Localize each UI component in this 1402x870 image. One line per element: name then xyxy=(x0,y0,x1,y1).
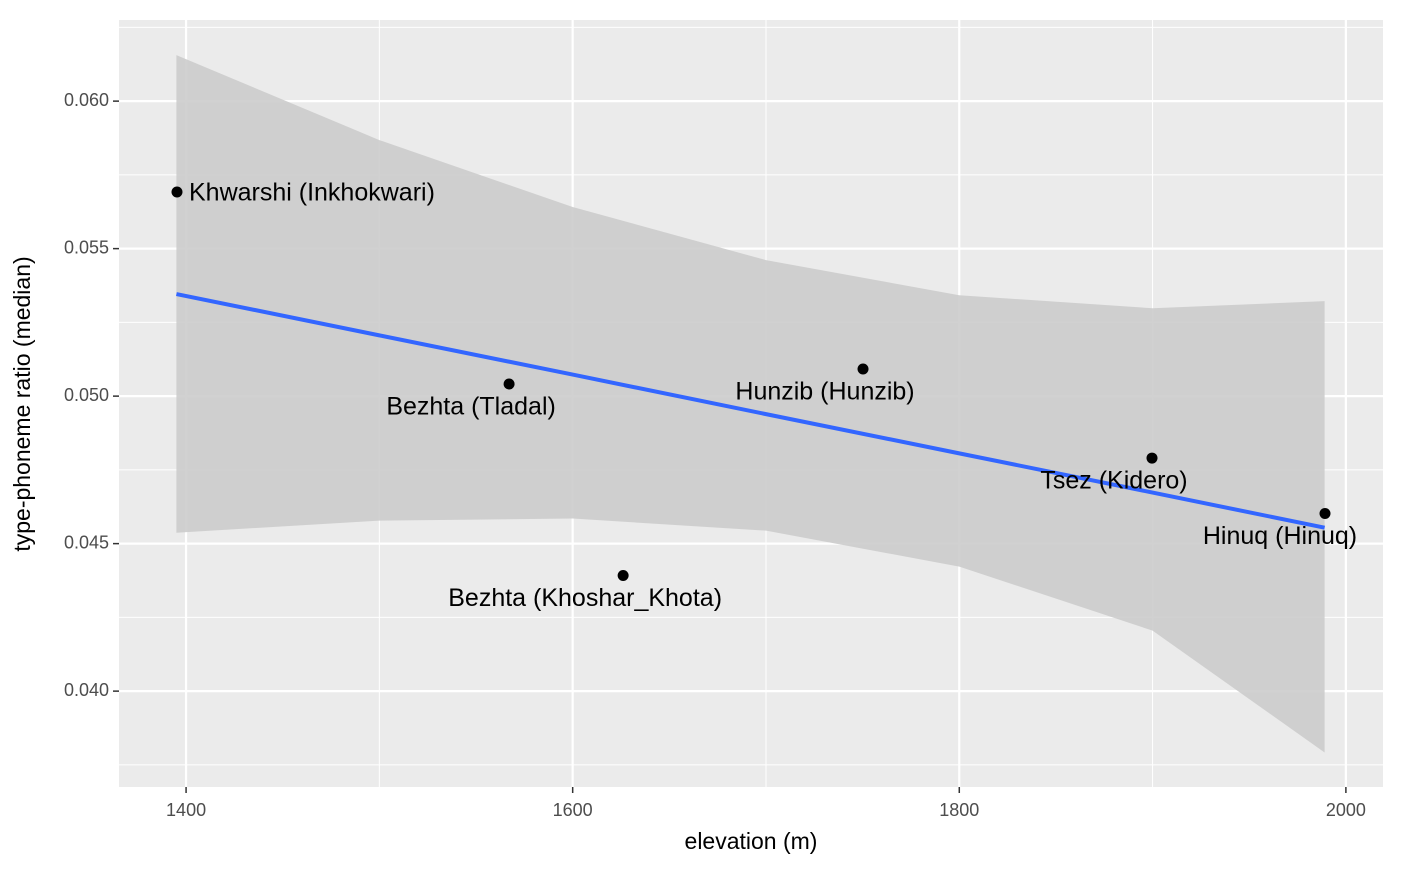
y-tick-label: 0.060 xyxy=(64,90,109,110)
point-label: Khwarshi (Inkhokwari) xyxy=(189,179,435,207)
point xyxy=(171,186,183,198)
x-tick-label: 2000 xyxy=(1326,800,1366,820)
x-tick-label: 1600 xyxy=(553,800,593,820)
x-tick-label: 1400 xyxy=(166,800,206,820)
point xyxy=(617,569,629,581)
point xyxy=(1146,452,1158,464)
y-tick-label: 0.045 xyxy=(64,532,109,552)
y-tick-label: 0.055 xyxy=(64,237,109,257)
y-axis-title: type-phoneme ratio (median) xyxy=(9,256,35,551)
point xyxy=(1319,508,1331,520)
confidence-band xyxy=(176,55,1325,753)
point xyxy=(857,363,869,375)
point-label: Tsez (Kidero) xyxy=(1040,467,1187,495)
trend-line xyxy=(176,292,1326,530)
point-label: Hunzib (Hunzib) xyxy=(735,378,914,406)
x-tick-label: 1800 xyxy=(939,800,979,820)
point-label: Bezhta (Khoshar_Khota) xyxy=(448,584,722,612)
point-label: Hinuq (Hinuq) xyxy=(1203,522,1357,550)
x-axis-title: elevation (m) xyxy=(685,828,818,854)
point-label: Bezhta (Tladal) xyxy=(386,393,556,421)
y-tick-label: 0.050 xyxy=(64,385,109,405)
y-tick-label: 0.040 xyxy=(64,680,109,700)
point xyxy=(503,378,515,390)
